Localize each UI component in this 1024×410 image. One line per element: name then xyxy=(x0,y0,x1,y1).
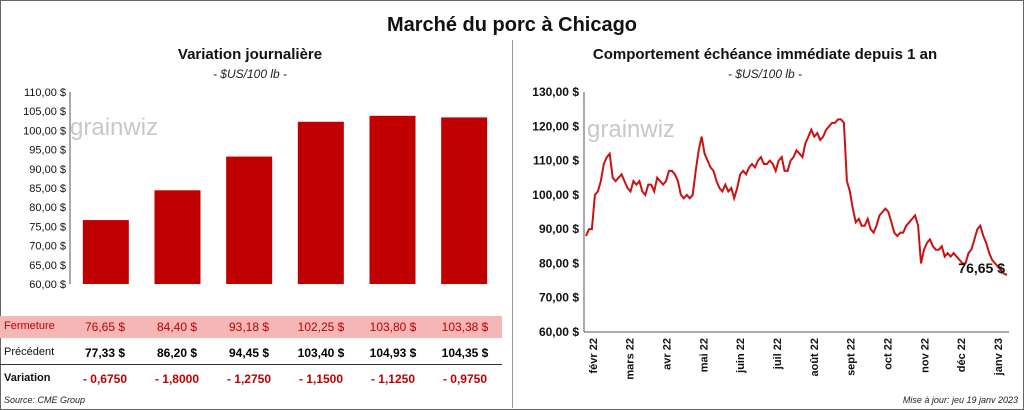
table-cell: 86,20 $ xyxy=(156,346,198,360)
table-separator xyxy=(0,364,502,365)
y-tick-label: 110,00 $ xyxy=(24,87,66,99)
watermark-text: grainwiz xyxy=(70,114,158,141)
y-tick-label: 70,00 $ xyxy=(539,291,579,305)
table-cell: 103,40 $ xyxy=(297,346,345,360)
x-tick-label: févr 22 xyxy=(588,338,600,373)
x-tick-label: janv 23 xyxy=(993,338,1005,376)
series-line xyxy=(585,118,1008,276)
y-tick-label: 100,00 $ xyxy=(532,188,579,202)
table-cell: - 0,6750 xyxy=(82,372,128,386)
panel-divider xyxy=(512,40,513,408)
y-tick-label: 90,00 $ xyxy=(539,222,579,236)
table-cell: - 0,9750 xyxy=(442,372,488,386)
watermark-logo: grainwiz xyxy=(70,114,158,141)
x-tick-label: avr 22 xyxy=(662,338,674,370)
y-tick-label: 110,00 $ xyxy=(533,154,579,168)
y-tick-label: 100,00 $ xyxy=(23,125,66,137)
y-tick-label: 95,00 $ xyxy=(29,145,66,157)
fermeture-row-bg xyxy=(0,316,502,338)
line-chart: grainwiz 130,00 $ 120,00 $ 110,00 $ 100,00 … xyxy=(532,85,1009,380)
table-cell: 104,93 $ xyxy=(369,346,417,360)
table-cell: 93,18 $ xyxy=(228,320,270,334)
bar-chart-title: Variation journalière xyxy=(177,46,323,63)
watermark-logo: grainwiz xyxy=(587,116,675,143)
table-cell: 102,25 $ xyxy=(297,320,345,334)
y-tick-label: 65,00 $ xyxy=(29,260,66,272)
bar xyxy=(369,115,416,284)
y-tick-label: 90,00 $ xyxy=(29,164,66,176)
table-cell: 103,80 $ xyxy=(369,320,417,334)
watermark-text: grainwiz xyxy=(587,116,675,143)
update-note: Mise à jour: jeu 19 janv 2023 xyxy=(902,395,1018,405)
x-tick-label: nov 22 xyxy=(919,338,931,373)
y-tick-label: 80,00 $ xyxy=(539,256,579,270)
row-label: Fermeture xyxy=(4,320,55,332)
y-tick-label: 105,00 $ xyxy=(23,106,66,118)
y-tick-label: 70,00 $ xyxy=(29,241,66,253)
table-cell: 94,45 $ xyxy=(228,346,270,360)
table-cell: - 1,1250 xyxy=(370,372,416,386)
y-tick-label: 120,00 $ xyxy=(532,119,579,133)
x-tick-label: juin 22 xyxy=(735,338,747,374)
row-label: Variation xyxy=(4,372,51,384)
y-tick-label: 130,00 $ xyxy=(532,85,579,99)
table-cell: - 1,1500 xyxy=(298,372,344,386)
bar xyxy=(297,121,344,284)
bar xyxy=(441,117,488,284)
table-cell: - 1,8000 xyxy=(154,372,200,386)
y-tick-label: 80,00 $ xyxy=(29,202,66,214)
last-value-label: 76,65 $ xyxy=(958,260,1005,276)
table-cell: 104,35 $ xyxy=(441,346,489,360)
table-cell: 84,40 $ xyxy=(156,320,198,334)
bar-chart: grainwiz 110,00 $ 105,00 $ 100,00 $ 95,00 $… xyxy=(23,87,488,291)
line-chart-unit: - $US/100 lb - xyxy=(727,67,803,81)
bar xyxy=(82,220,129,284)
x-tick-label: mars 22 xyxy=(625,338,637,380)
bar xyxy=(226,156,273,284)
y-tick-label: 85,00 $ xyxy=(29,183,66,195)
x-tick-label: oct 22 xyxy=(882,338,894,370)
line-chart-title: Comportement échéance immédiate depuis 1… xyxy=(592,46,938,63)
x-tick-label: déc 22 xyxy=(956,338,968,372)
table-cell: - 1,2750 xyxy=(226,372,272,386)
y-tick-label: 60,00 $ xyxy=(29,279,66,291)
source-note: Source: CME Group xyxy=(4,395,86,405)
x-tick-label: mai 22 xyxy=(698,338,710,372)
table-cell: 103,38 $ xyxy=(441,320,489,334)
y-tick-label: 75,00 $ xyxy=(29,221,66,233)
x-tick-label: août 22 xyxy=(809,338,821,377)
x-tick-label: sept 22 xyxy=(846,338,858,376)
table-cell: 76,65 $ xyxy=(84,320,126,334)
row-label: Précédent xyxy=(4,346,55,358)
main-title: Marché du porc à Chicago xyxy=(386,14,638,36)
table-cell: 77,33 $ xyxy=(84,346,126,360)
bar-chart-unit: - $US/100 lb - xyxy=(212,67,288,81)
y-tick-label: 60,00 $ xyxy=(539,325,579,339)
x-tick-label: juil 22 xyxy=(772,338,784,370)
bar xyxy=(154,190,201,284)
